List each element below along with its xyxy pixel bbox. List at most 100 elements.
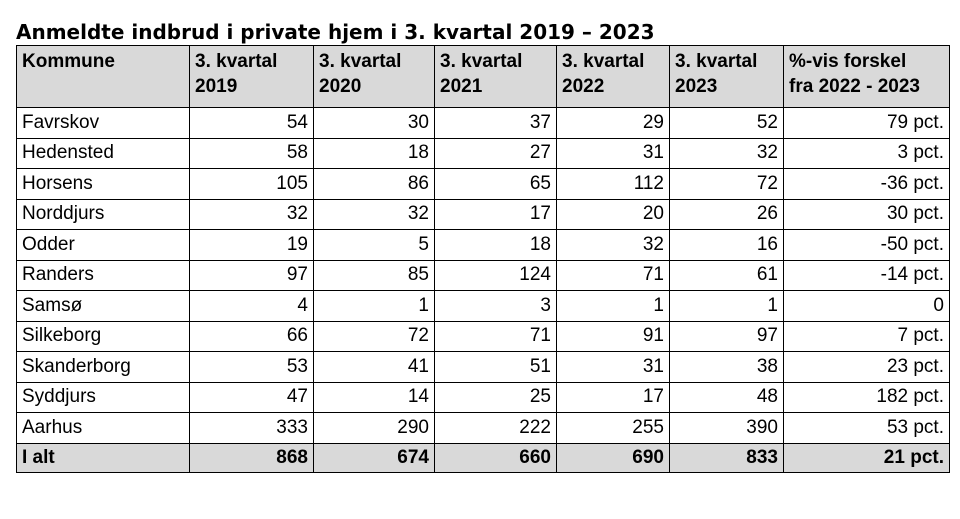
value-cell: 65	[434, 168, 557, 200]
value-cell: 71	[556, 259, 670, 291]
value-cell: 19	[189, 229, 314, 261]
table-row: Skanderborg 53 41 51 31 38 23 pct.	[16, 351, 950, 383]
kommune-cell: Syddjurs	[16, 381, 190, 413]
column-header-line: 2023	[675, 76, 718, 97]
column-header-line: 3. kvartal	[195, 51, 278, 72]
table-row: Hedensted 58 18 27 31 32 3 pct.	[16, 137, 950, 169]
column-header: 3. kvartal 2019	[189, 45, 314, 108]
value-cell: 105	[189, 168, 314, 200]
value-cell: 1	[556, 290, 670, 322]
kommune-cell: Aarhus	[16, 412, 190, 444]
value-cell: 5	[313, 229, 435, 261]
value-cell: 14	[313, 381, 435, 413]
value-cell: 20	[556, 198, 670, 230]
column-header: %-vis forskel fra 2022 - 2023	[783, 45, 950, 108]
value-cell: 690	[556, 442, 670, 473]
value-cell: 26	[669, 198, 784, 230]
kommune-cell: Samsø	[16, 290, 190, 322]
table-row: Aarhus 333 290 222 255 390 53 pct.	[16, 412, 950, 444]
table-title: Anmeldte indbrud i private hjem i 3. kva…	[16, 20, 655, 44]
kommune-cell: Hedensted	[16, 137, 190, 169]
value-cell: 21 pct.	[783, 442, 950, 473]
value-cell: 37	[434, 107, 557, 139]
table-row: Samsø 4 1 3 1 1 0	[16, 290, 950, 322]
value-cell: -50 pct.	[783, 229, 950, 261]
value-cell: 53 pct.	[783, 412, 950, 444]
kommune-cell: Odder	[16, 229, 190, 261]
value-cell: 41	[313, 351, 435, 383]
value-cell: -14 pct.	[783, 259, 950, 291]
column-header-line: 3. kvartal	[562, 51, 645, 72]
value-cell: 53	[189, 351, 314, 383]
column-header-line: Kommune	[22, 51, 115, 72]
column-header: 3. kvartal 2020	[313, 45, 435, 108]
kommune-cell: Skanderborg	[16, 351, 190, 383]
value-cell: 61	[669, 259, 784, 291]
value-cell: 72	[313, 320, 435, 352]
value-cell: 32	[313, 198, 435, 230]
value-cell: 182 pct.	[783, 381, 950, 413]
value-cell: 91	[556, 320, 670, 352]
table-row: Norddjurs 32 32 17 20 26 30 pct.	[16, 198, 950, 230]
column-header-line: 2019	[195, 76, 238, 97]
value-cell: 97	[669, 320, 784, 352]
column-header-line: %-vis forskel	[789, 51, 907, 72]
value-cell: 7 pct.	[783, 320, 950, 352]
value-cell: 29	[556, 107, 670, 139]
value-cell: 30	[313, 107, 435, 139]
kommune-cell: Norddjurs	[16, 198, 190, 230]
value-cell: 32	[669, 137, 784, 169]
burglary-table: Kommune 3. kvartal 2019 3. kvartal 2020 3. kv…	[16, 45, 950, 473]
column-header-line: 3. kvartal	[319, 51, 402, 72]
column-header-line: 2020	[319, 76, 362, 97]
value-cell: 79 pct.	[783, 107, 950, 139]
table-body: Favrskov 54 30 37 29 52 79 pct. Hedensted 58 18 27…	[16, 107, 950, 473]
value-cell: 0	[783, 290, 950, 322]
kommune-cell: I alt	[16, 442, 190, 473]
value-cell: 25	[434, 381, 557, 413]
value-cell: 16	[669, 229, 784, 261]
value-cell: 660	[434, 442, 557, 473]
total-row: I alt 868 674 660 690 833 21 pct.	[16, 442, 950, 473]
value-cell: 31	[556, 351, 670, 383]
value-cell: 32	[556, 229, 670, 261]
value-cell: 674	[313, 442, 435, 473]
value-cell: 66	[189, 320, 314, 352]
value-cell: 48	[669, 381, 784, 413]
value-cell: 17	[556, 381, 670, 413]
value-cell: 38	[669, 351, 784, 383]
value-cell: 86	[313, 168, 435, 200]
value-cell: 3 pct.	[783, 137, 950, 169]
value-cell: 18	[434, 229, 557, 261]
value-cell: 17	[434, 198, 557, 230]
value-cell: 124	[434, 259, 557, 291]
column-header: Kommune	[16, 45, 190, 108]
value-cell: -36 pct.	[783, 168, 950, 200]
value-cell: 31	[556, 137, 670, 169]
column-header-line: 2021	[440, 76, 483, 97]
kommune-cell: Favrskov	[16, 107, 190, 139]
value-cell: 54	[189, 107, 314, 139]
value-cell: 390	[669, 412, 784, 444]
value-cell: 85	[313, 259, 435, 291]
value-cell: 47	[189, 381, 314, 413]
value-cell: 27	[434, 137, 557, 169]
value-cell: 3	[434, 290, 557, 322]
table-row: Odder 19 5 18 32 16 -50 pct.	[16, 229, 950, 261]
value-cell: 4	[189, 290, 314, 322]
value-cell: 72	[669, 168, 784, 200]
value-cell: 222	[434, 412, 557, 444]
value-cell: 52	[669, 107, 784, 139]
value-cell: 30 pct.	[783, 198, 950, 230]
kommune-cell: Silkeborg	[16, 320, 190, 352]
value-cell: 868	[189, 442, 314, 473]
table-row: Syddjurs 47 14 25 17 48 182 pct.	[16, 381, 950, 413]
column-header: 3. kvartal 2023	[669, 45, 784, 108]
value-cell: 1	[313, 290, 435, 322]
value-cell: 333	[189, 412, 314, 444]
kommune-cell: Randers	[16, 259, 190, 291]
value-cell: 290	[313, 412, 435, 444]
value-cell: 833	[669, 442, 784, 473]
column-header-line: 2022	[562, 76, 605, 97]
table-row: Favrskov 54 30 37 29 52 79 pct.	[16, 107, 950, 139]
